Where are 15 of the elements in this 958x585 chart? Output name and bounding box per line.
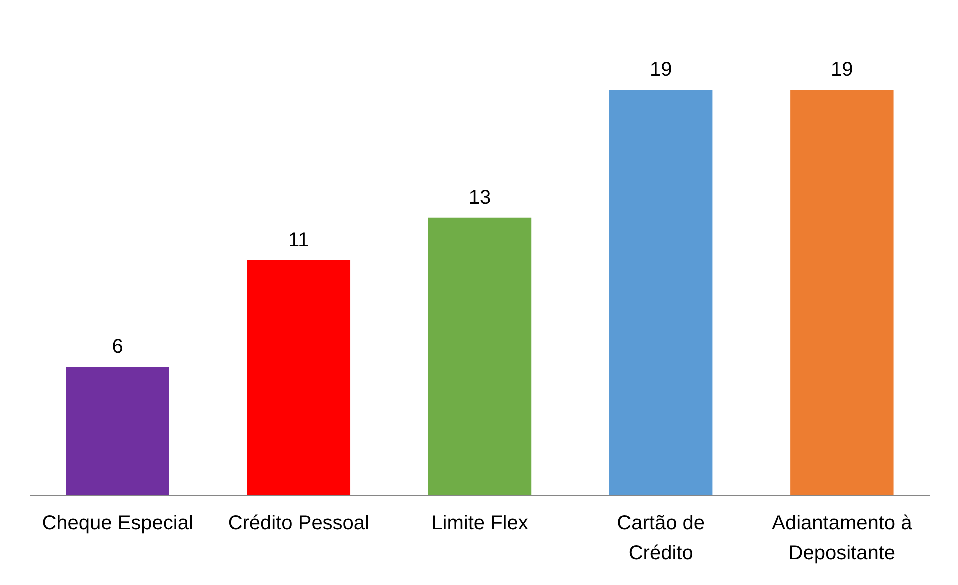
- data-label: 13: [468, 186, 492, 209]
- x-tick-label: Adiantamento à Depositante: [772, 512, 914, 564]
- x-tick-label: Cartão de Crédito: [617, 512, 706, 564]
- bar: [247, 260, 351, 495]
- data-label: 19: [831, 59, 854, 81]
- x-tick-label: Cheque Especial: [42, 512, 194, 534]
- bar: [428, 218, 532, 495]
- data-label: 6: [112, 336, 124, 358]
- bar: [66, 367, 170, 495]
- data-label: 19: [650, 59, 672, 81]
- data-label: 11: [288, 230, 310, 252]
- x-tick-label: Limite Flex: [432, 512, 528, 534]
- x-tick-label: Crédito Pessoal: [228, 512, 370, 534]
- bar: [609, 90, 713, 495]
- bar: [790, 90, 894, 495]
